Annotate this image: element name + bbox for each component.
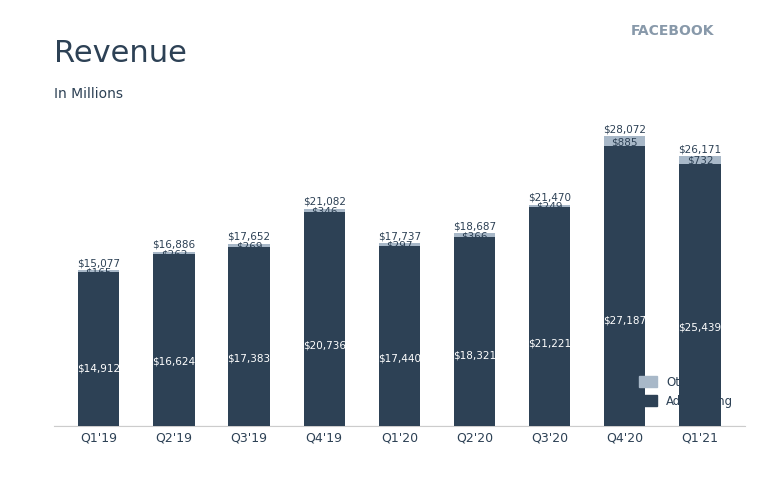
- Bar: [78, 271, 120, 272]
- Bar: [529, 208, 571, 426]
- Bar: [529, 205, 571, 208]
- Text: $17,652: $17,652: [227, 231, 270, 242]
- Bar: [154, 255, 194, 426]
- Text: $346: $346: [311, 206, 337, 216]
- Text: $14,912: $14,912: [78, 363, 121, 373]
- Bar: [228, 247, 270, 426]
- Text: Revenue: Revenue: [54, 39, 187, 68]
- Text: $25,439: $25,439: [678, 321, 721, 332]
- Text: In Millions: In Millions: [54, 87, 123, 101]
- Text: $18,321: $18,321: [453, 349, 496, 359]
- Bar: [604, 146, 645, 426]
- Text: $17,440: $17,440: [378, 353, 421, 363]
- Text: $17,383: $17,383: [227, 353, 270, 363]
- Bar: [379, 243, 420, 246]
- Bar: [454, 238, 495, 426]
- Text: $366: $366: [462, 230, 488, 241]
- Text: $15,077: $15,077: [78, 258, 121, 268]
- Text: $269: $269: [236, 241, 263, 251]
- Text: $17,737: $17,737: [378, 231, 421, 241]
- Text: $732: $732: [687, 155, 713, 166]
- Legend: Other, Advertising: Other, Advertising: [633, 370, 739, 413]
- Bar: [679, 164, 720, 426]
- Text: $27,187: $27,187: [603, 315, 647, 325]
- Text: $18,687: $18,687: [453, 221, 496, 231]
- Text: $28,072: $28,072: [603, 124, 646, 135]
- Bar: [604, 137, 645, 146]
- Text: $16,624: $16,624: [152, 356, 196, 366]
- Bar: [154, 252, 194, 255]
- Bar: [454, 234, 495, 238]
- Bar: [679, 157, 720, 164]
- Text: $21,470: $21,470: [528, 192, 571, 202]
- Text: $297: $297: [386, 240, 412, 250]
- Bar: [303, 212, 345, 426]
- Text: $885: $885: [611, 137, 638, 147]
- Bar: [228, 244, 270, 247]
- Text: $249: $249: [536, 201, 563, 212]
- Text: $165: $165: [85, 267, 112, 277]
- Text: $262: $262: [161, 249, 187, 258]
- Bar: [379, 246, 420, 426]
- Text: $21,221: $21,221: [528, 338, 571, 348]
- Text: FACEBOOK: FACEBOOK: [631, 24, 714, 38]
- Text: $21,082: $21,082: [303, 196, 346, 206]
- Text: $26,171: $26,171: [678, 144, 721, 154]
- Text: $16,886: $16,886: [152, 240, 196, 249]
- Bar: [303, 209, 345, 212]
- Text: $20,736: $20,736: [303, 340, 346, 350]
- Bar: [78, 272, 120, 426]
